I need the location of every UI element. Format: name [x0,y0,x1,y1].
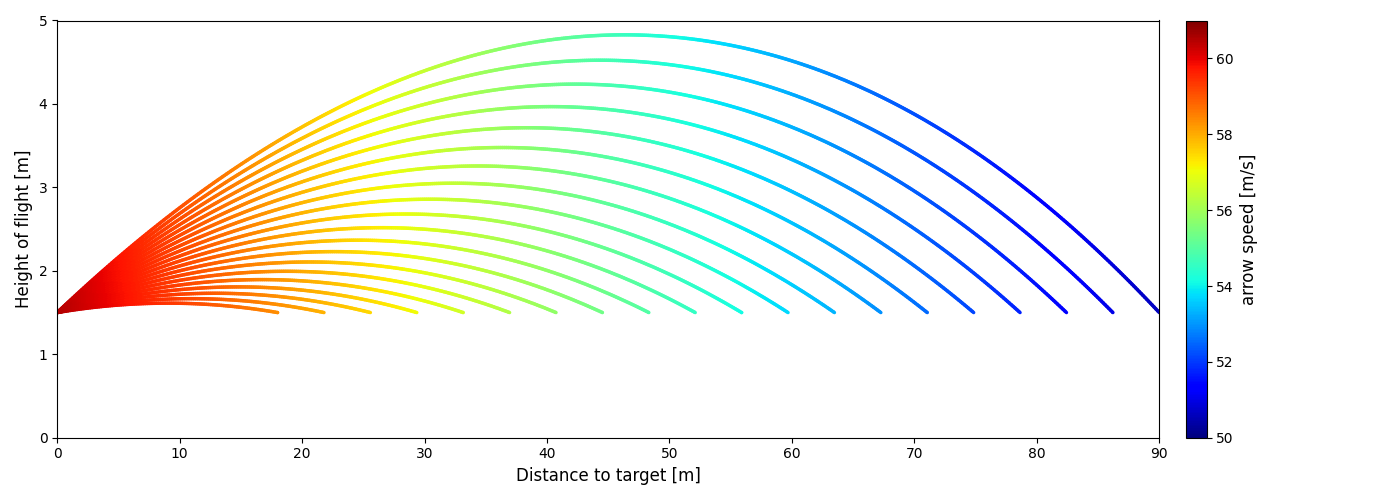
Y-axis label: arrow speed [m/s]: arrow speed [m/s] [1239,154,1257,305]
X-axis label: Distance to target [m]: Distance to target [m] [515,467,700,485]
Y-axis label: Height of flight [m]: Height of flight [m] [15,150,34,308]
